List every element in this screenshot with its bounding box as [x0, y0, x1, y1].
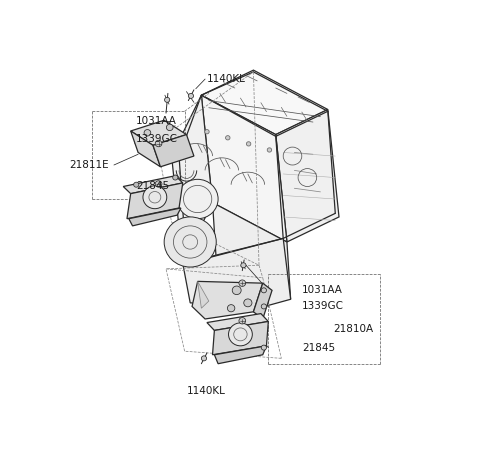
Polygon shape [153, 134, 194, 167]
Polygon shape [131, 120, 186, 146]
Circle shape [167, 124, 173, 131]
Polygon shape [198, 281, 209, 308]
Circle shape [202, 356, 206, 361]
Polygon shape [183, 239, 290, 306]
Text: 1140KL: 1140KL [207, 74, 246, 84]
Circle shape [204, 130, 209, 134]
Circle shape [133, 182, 139, 187]
Circle shape [188, 93, 193, 99]
Polygon shape [202, 70, 328, 134]
Circle shape [226, 136, 230, 140]
Polygon shape [127, 183, 183, 219]
Circle shape [267, 148, 272, 152]
Text: 21811E: 21811E [69, 160, 109, 170]
Polygon shape [129, 208, 181, 226]
Circle shape [261, 288, 266, 293]
Text: 21845: 21845 [136, 181, 169, 192]
Circle shape [143, 186, 167, 209]
Circle shape [155, 181, 162, 187]
Circle shape [228, 305, 235, 312]
Polygon shape [215, 346, 266, 364]
Text: 1031AA: 1031AA [136, 116, 177, 126]
Circle shape [261, 304, 266, 309]
Polygon shape [207, 313, 268, 331]
Polygon shape [213, 321, 268, 355]
Circle shape [228, 323, 252, 346]
Text: 1339GC: 1339GC [302, 301, 344, 312]
Circle shape [164, 217, 216, 267]
Polygon shape [192, 281, 263, 319]
Polygon shape [131, 131, 160, 167]
Circle shape [246, 142, 251, 146]
Polygon shape [123, 176, 183, 193]
Text: 1031AA: 1031AA [302, 286, 343, 295]
Circle shape [239, 318, 246, 324]
Circle shape [173, 175, 178, 180]
Polygon shape [213, 203, 290, 299]
Polygon shape [276, 110, 339, 242]
Circle shape [261, 345, 266, 350]
Circle shape [177, 179, 218, 219]
Polygon shape [172, 95, 213, 264]
Polygon shape [253, 283, 272, 319]
Circle shape [155, 140, 162, 147]
Circle shape [239, 280, 246, 286]
Circle shape [244, 299, 252, 307]
Polygon shape [202, 95, 287, 242]
Text: 1339GC: 1339GC [136, 134, 178, 144]
Text: 21810A: 21810A [334, 324, 373, 333]
Circle shape [241, 263, 246, 268]
Circle shape [165, 97, 170, 102]
Text: 1140KL: 1140KL [186, 386, 225, 396]
Text: 21845: 21845 [302, 343, 335, 352]
Circle shape [144, 130, 151, 136]
Circle shape [232, 286, 241, 295]
